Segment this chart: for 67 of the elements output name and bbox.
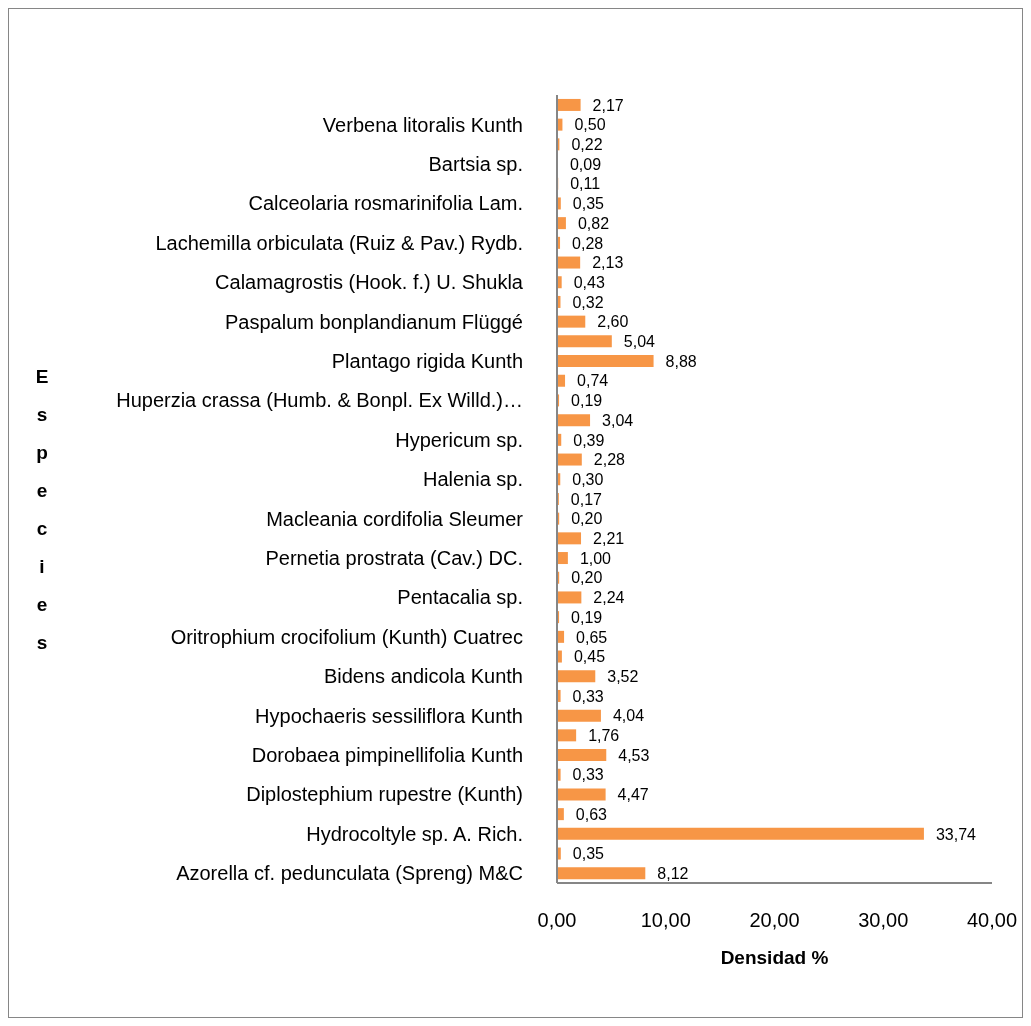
data-label: 0,35: [572, 195, 605, 213]
x-axis-title: Densidad %: [720, 946, 829, 968]
y-tick-label: Diplostephium rupestre (Kunth): [246, 783, 523, 806]
data-label: 0,19: [571, 392, 603, 410]
y-tick-label: Pentacalia sp.: [397, 586, 523, 609]
data-label: 0,45: [573, 648, 606, 666]
data-label: 33,74: [935, 825, 977, 843]
data-label: 8,88: [665, 352, 697, 370]
data-label: 4,04: [612, 707, 645, 725]
data-label: 0,22: [571, 136, 603, 154]
data-label: 0,33: [572, 687, 604, 705]
data-label: 0,09: [569, 155, 602, 173]
y-tick-label: Verbena litoralis Kunth: [322, 113, 523, 136]
data-label: 0,65: [576, 628, 608, 646]
data-label: 2,21: [593, 530, 625, 548]
x-tick-label: 40,00: [966, 909, 1018, 931]
y-tick-label: Calamagrostis (Hook. f.) U. Shukla: [215, 271, 524, 294]
data-label: 4,53: [618, 746, 650, 764]
data-label: 0,30: [572, 470, 604, 488]
y-tick-label: Huperzia crassa (Humb. & Bonpl. Ex Willd.)…: [116, 389, 523, 412]
data-label: 3,04: [602, 411, 634, 429]
data-label: 0,11: [570, 175, 601, 193]
data-label: 0,35: [572, 845, 605, 863]
y-tick-label: Hypochaeris sessiliflora Kunth: [255, 704, 523, 727]
data-label: 0,74: [577, 372, 609, 390]
y-tick-label: Pernetia prostrata (Cav.) DC.: [265, 546, 523, 569]
y-axis-title: Especies: [35, 365, 49, 653]
y-tick-label: Bidens andicola Kunth: [323, 665, 523, 688]
data-label: 0,20: [571, 569, 603, 587]
data-label: 0,20: [571, 510, 603, 528]
y-tick-label: Azorella cf. pedunculata (Spreng) M&C: [176, 862, 523, 885]
data-label: 0,63: [575, 805, 608, 823]
x-tick-label: 0,00: [537, 909, 577, 931]
data-label: 2,24: [593, 589, 625, 607]
data-label: 0,50: [574, 116, 606, 134]
data-label: 2,28: [593, 451, 626, 469]
y-tick-label: Oritrophium crocifolium (Kunth) Cuatrec: [170, 625, 523, 648]
data-label: 3,52: [607, 667, 639, 685]
x-tick-label: 20,00: [749, 909, 800, 931]
data-label: 0,32: [572, 293, 604, 311]
y-tick-label: Dorobaea pimpinellifolia Kunth: [251, 743, 523, 766]
data-label: 0,82: [577, 214, 610, 232]
data-label: 0,28: [572, 234, 604, 252]
data-label: 0,39: [573, 431, 605, 449]
y-tick-label: Plantago rigida Kunth: [331, 349, 523, 372]
data-label: 2,13: [592, 254, 624, 272]
data-label: 0,43: [573, 273, 605, 291]
data-label: 2,60: [597, 313, 629, 331]
y-tick-label: Macleania cordifolia Sleumer: [266, 507, 524, 530]
data-label: 8,12: [657, 864, 689, 882]
data-label: 2,17: [592, 96, 624, 114]
x-tick-label: 10,00: [640, 909, 691, 931]
y-tick-label: Calceolaria rosmarinifolia Lam.: [248, 192, 523, 215]
data-label: 0,33: [572, 766, 604, 784]
data-label: 0,17: [570, 490, 603, 508]
data-label: 1,76: [588, 727, 620, 745]
x-tick-label: 30,00: [858, 909, 909, 931]
data-label: 4,47: [617, 786, 649, 804]
data-label: 5,04: [623, 333, 656, 351]
y-tick-label: Lachemilla orbiculata (Ruiz & Pav.) Rydb.: [155, 231, 523, 254]
data-label: 0,19: [571, 608, 603, 626]
y-tick-label: Hydrocoltyle sp. A. Rich.: [306, 822, 523, 845]
y-tick-label: Halenia sp.: [422, 468, 523, 491]
data-label: 1,00: [579, 549, 612, 567]
y-tick-label: Hypericum sp.: [395, 428, 523, 451]
y-tick-label: Bartsia sp.: [428, 152, 523, 175]
y-tick-label: Paspalum bonplandianum Flüggé: [225, 310, 523, 333]
